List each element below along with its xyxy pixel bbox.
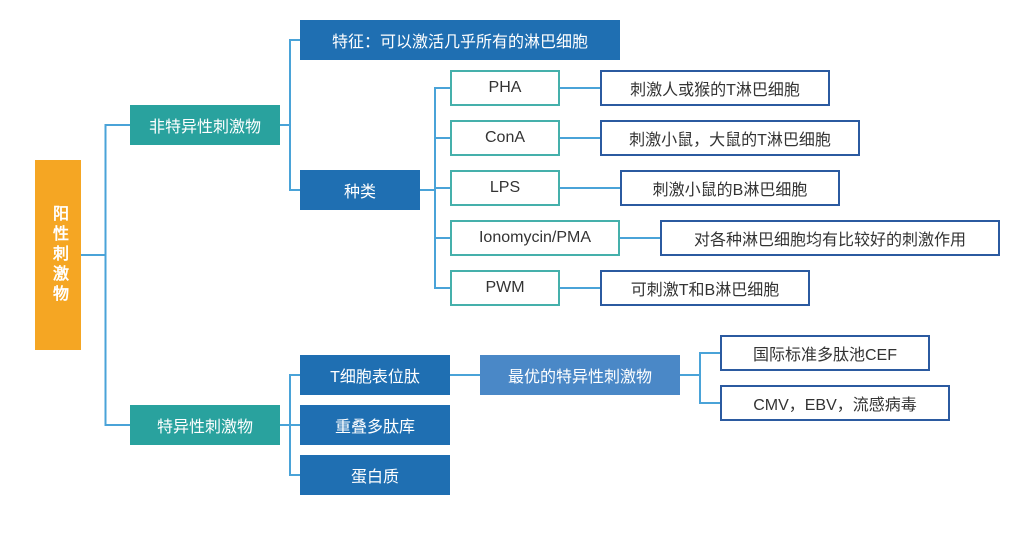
node-label: PHA [489, 79, 522, 97]
node-label: 特征：可以激活几乎所有的淋巴细胞 [332, 28, 588, 52]
node-pha_d: 刺激人或猴的T淋巴细胞 [600, 70, 830, 106]
node-label: 刺激小鼠的B淋巴细胞 [653, 176, 808, 200]
node-optimal: 最优的特异性刺激物 [480, 355, 680, 395]
node-pwm: PWM [450, 270, 560, 306]
node-label: CMV，EBV，流感病毒 [753, 391, 917, 415]
edge-root-spec [81, 255, 130, 425]
node-label: 最优的特异性刺激物 [508, 363, 652, 387]
node-label: 重叠多肽库 [335, 413, 415, 437]
node-nonspec: 非特异性刺激物 [130, 105, 280, 145]
node-label: 可刺激T和B淋巴细胞 [631, 276, 779, 300]
node-label: 蛋白质 [351, 463, 399, 487]
node-lps: LPS [450, 170, 560, 206]
node-cmv: CMV，EBV，流感病毒 [720, 385, 950, 421]
node-cona_d: 刺激小鼠，大鼠的T淋巴细胞 [600, 120, 860, 156]
edge-optimal-cef [680, 353, 720, 375]
node-spec: 特异性刺激物 [130, 405, 280, 445]
node-overlap: 重叠多肽库 [300, 405, 450, 445]
node-feature: 特征：可以激活几乎所有的淋巴细胞 [300, 20, 620, 60]
edge-types-pwm [420, 190, 450, 288]
node-label: 非特异性刺激物 [149, 113, 261, 137]
node-cona: ConA [450, 120, 560, 156]
node-pha: PHA [450, 70, 560, 106]
edge-spec-protein [280, 425, 300, 475]
node-label: 国际标准多肽池CEF [753, 341, 897, 365]
edge-root-nonspec [81, 125, 130, 255]
node-cef: 国际标准多肽池CEF [720, 335, 930, 371]
edge-types-pha [420, 88, 450, 190]
node-label: 对各种淋巴细胞均有比较好的刺激作用 [694, 226, 966, 250]
edge-spec-tcell [280, 375, 300, 425]
node-label: ConA [485, 129, 525, 147]
node-label: T细胞表位肽 [330, 363, 420, 387]
node-tcell: T细胞表位肽 [300, 355, 450, 395]
node-lps_d: 刺激小鼠的B淋巴细胞 [620, 170, 840, 206]
node-label: 特异性刺激物 [157, 413, 253, 437]
edge-optimal-cmv [680, 375, 720, 403]
node-label: PWM [485, 279, 524, 297]
node-label: 刺激人或猴的T淋巴细胞 [630, 76, 800, 100]
node-protein: 蛋白质 [300, 455, 450, 495]
node-label: Ionomycin/PMA [479, 229, 591, 247]
edge-types-cona [420, 138, 450, 190]
node-iono_d: 对各种淋巴细胞均有比较好的刺激作用 [660, 220, 1000, 256]
edge-nonspec-types [280, 125, 300, 190]
edge-types-lps [420, 188, 450, 190]
node-label: LPS [490, 179, 520, 197]
edge-nonspec-feature [280, 40, 300, 125]
edge-types-iono [420, 190, 450, 238]
node-label: 种类 [344, 178, 376, 202]
node-root: 阳性刺激物 [35, 160, 81, 350]
node-iono: Ionomycin/PMA [450, 220, 620, 256]
node-label: 刺激小鼠，大鼠的T淋巴细胞 [629, 126, 831, 150]
node-types: 种类 [300, 170, 420, 210]
node-pwm_d: 可刺激T和B淋巴细胞 [600, 270, 810, 306]
